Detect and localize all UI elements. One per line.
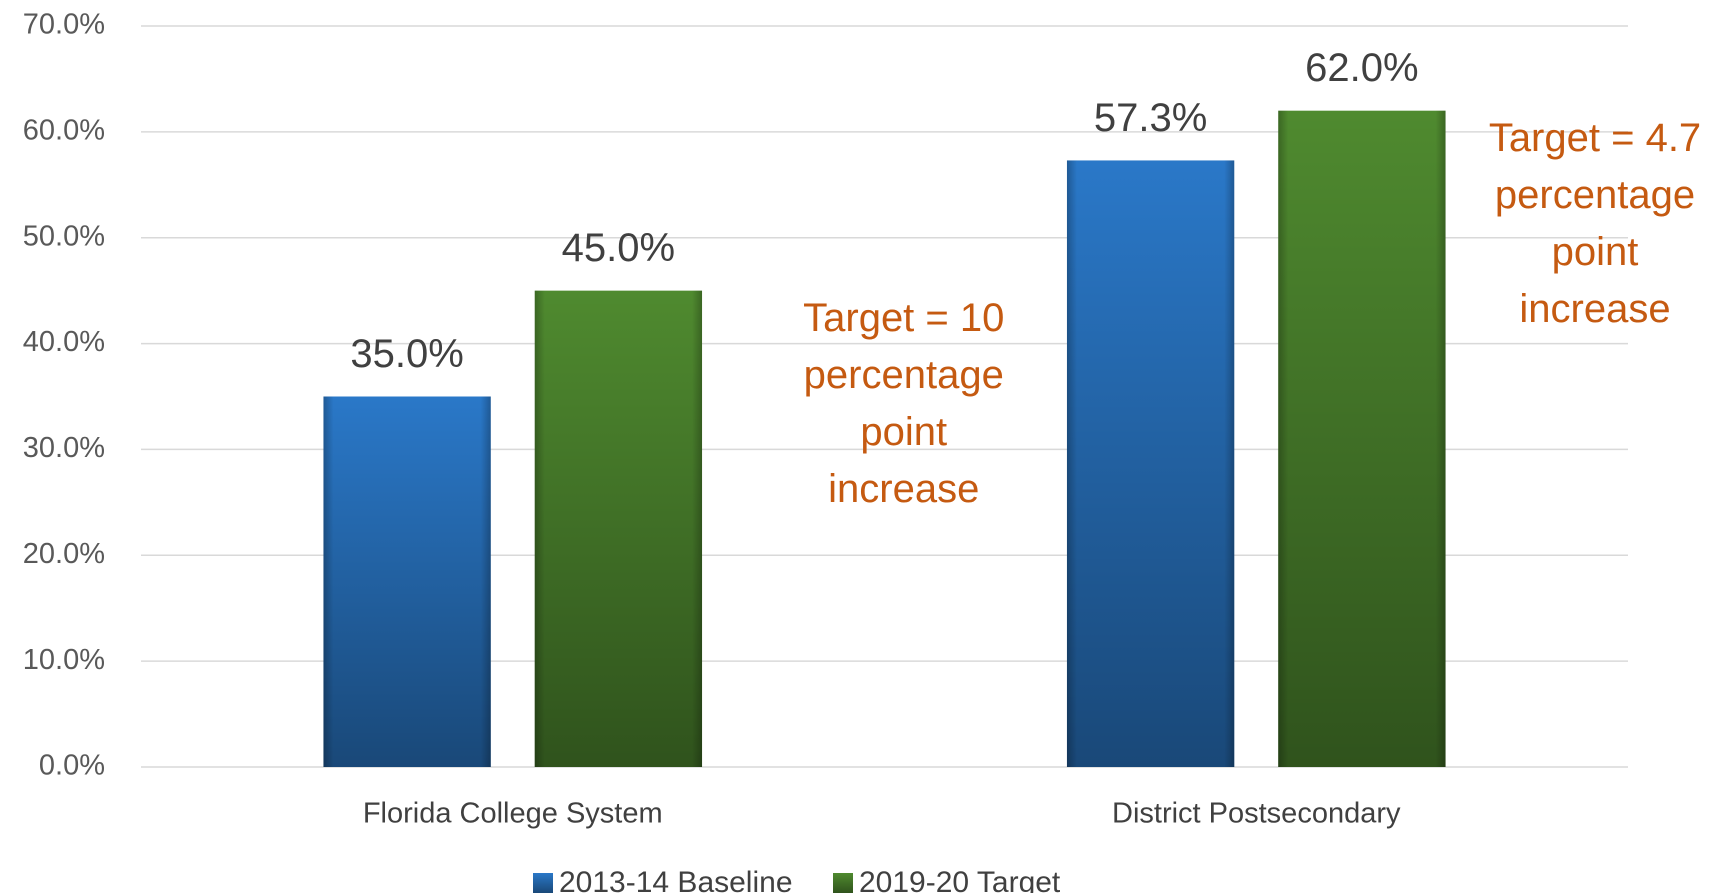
y-tick-label: 10.0% [23, 644, 105, 676]
data-label: 45.0% [562, 226, 675, 270]
legend-swatch-shade [833, 873, 853, 893]
y-tick-label: 20.0% [23, 538, 105, 570]
y-tick-label: 40.0% [23, 326, 105, 358]
x-tick-label: Florida College System [363, 798, 663, 830]
annotation: Target = 10 [803, 296, 1004, 340]
legend-swatch-shade [533, 873, 553, 893]
y-tick-label: 0.0% [39, 750, 105, 782]
bar-edge [323, 396, 491, 767]
y-tick-label: 60.0% [23, 115, 105, 147]
data-label: 57.3% [1094, 96, 1207, 140]
x-tick-label: District Postsecondary [1112, 798, 1401, 830]
data-label: 62.0% [1305, 46, 1418, 90]
bar-edge [534, 290, 703, 767]
y-tick-label: 30.0% [23, 432, 105, 464]
bar-edge [1278, 110, 1446, 767]
annotation: increase [1519, 287, 1670, 331]
bar-edge [1066, 160, 1235, 767]
y-tick-label: 50.0% [23, 220, 105, 252]
legend-label: 2019-20 Target [859, 866, 1061, 893]
annotation: percentage [804, 353, 1004, 397]
annotation: point [1552, 230, 1639, 274]
annotation: Target = 4.7 [1489, 116, 1701, 160]
annotation: percentage [1495, 173, 1695, 217]
data-label: 35.0% [350, 332, 463, 376]
annotation: point [860, 410, 947, 454]
annotation: increase [828, 467, 979, 511]
legend-label: 2013-14 Baseline [559, 866, 793, 893]
y-tick-label: 70.0% [23, 9, 105, 41]
